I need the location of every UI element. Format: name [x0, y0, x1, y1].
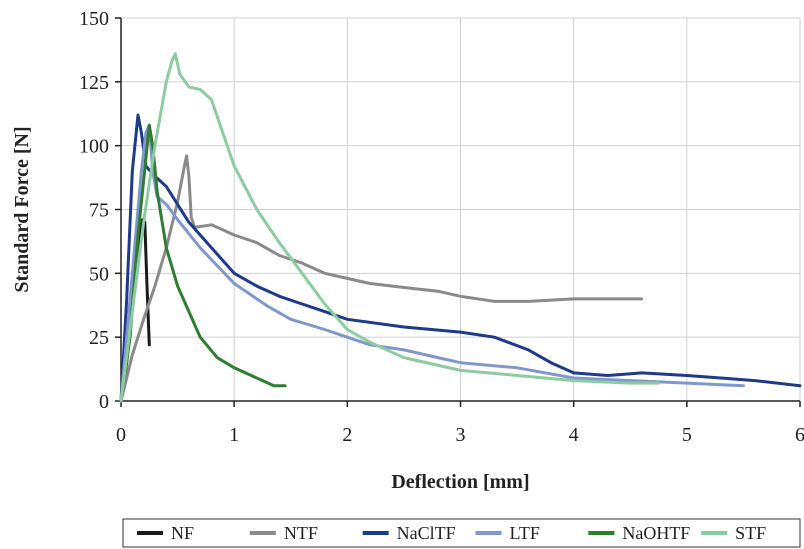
x-tick-label: 2 [342, 424, 352, 446]
legend-label-nacltf: NaClTF [397, 523, 456, 543]
grid-lines [121, 17, 801, 401]
legend-label-ltf: LTF [510, 523, 540, 543]
x-tick-label: 1 [229, 424, 239, 446]
y-tick-label: 25 [89, 327, 109, 349]
axes [115, 17, 801, 407]
series-line-ntf [119, 154, 644, 403]
x-tick-label: 4 [569, 424, 579, 446]
tick-labels: 0 25 50 75 100 125 150 0 1 2 3 4 5 6 [79, 8, 804, 446]
legend-label-naohtf: NaOHTF [622, 523, 690, 543]
y-tick-label: 50 [89, 263, 109, 285]
x-tick-label: 3 [456, 424, 466, 446]
y-tick-label: 0 [99, 391, 109, 413]
legend: NF NTF NaClTF LTF NaOHTF STF [122, 518, 801, 548]
series-line-stf [119, 52, 660, 403]
series-line-ltf [119, 123, 745, 403]
x-tick-label: 6 [795, 424, 804, 446]
legend-label-ntf: NTF [284, 523, 318, 543]
y-tick-label: 100 [79, 136, 109, 158]
x-axis-title: Deflection [mm] [391, 471, 529, 493]
series-line-naohtf [119, 123, 287, 403]
y-tick-label: 150 [79, 8, 109, 30]
legend-label-stf: STF [735, 523, 766, 543]
series-lines [119, 52, 802, 403]
y-axis-title: Standard Force [N] [11, 126, 33, 292]
y-tick-label: 125 [79, 72, 109, 94]
x-tick-label: 0 [116, 424, 126, 446]
legend-label-nf: NF [171, 523, 194, 543]
y-tick-label: 75 [89, 200, 109, 222]
legend-box [122, 518, 801, 548]
x-tick-label: 5 [682, 424, 692, 446]
